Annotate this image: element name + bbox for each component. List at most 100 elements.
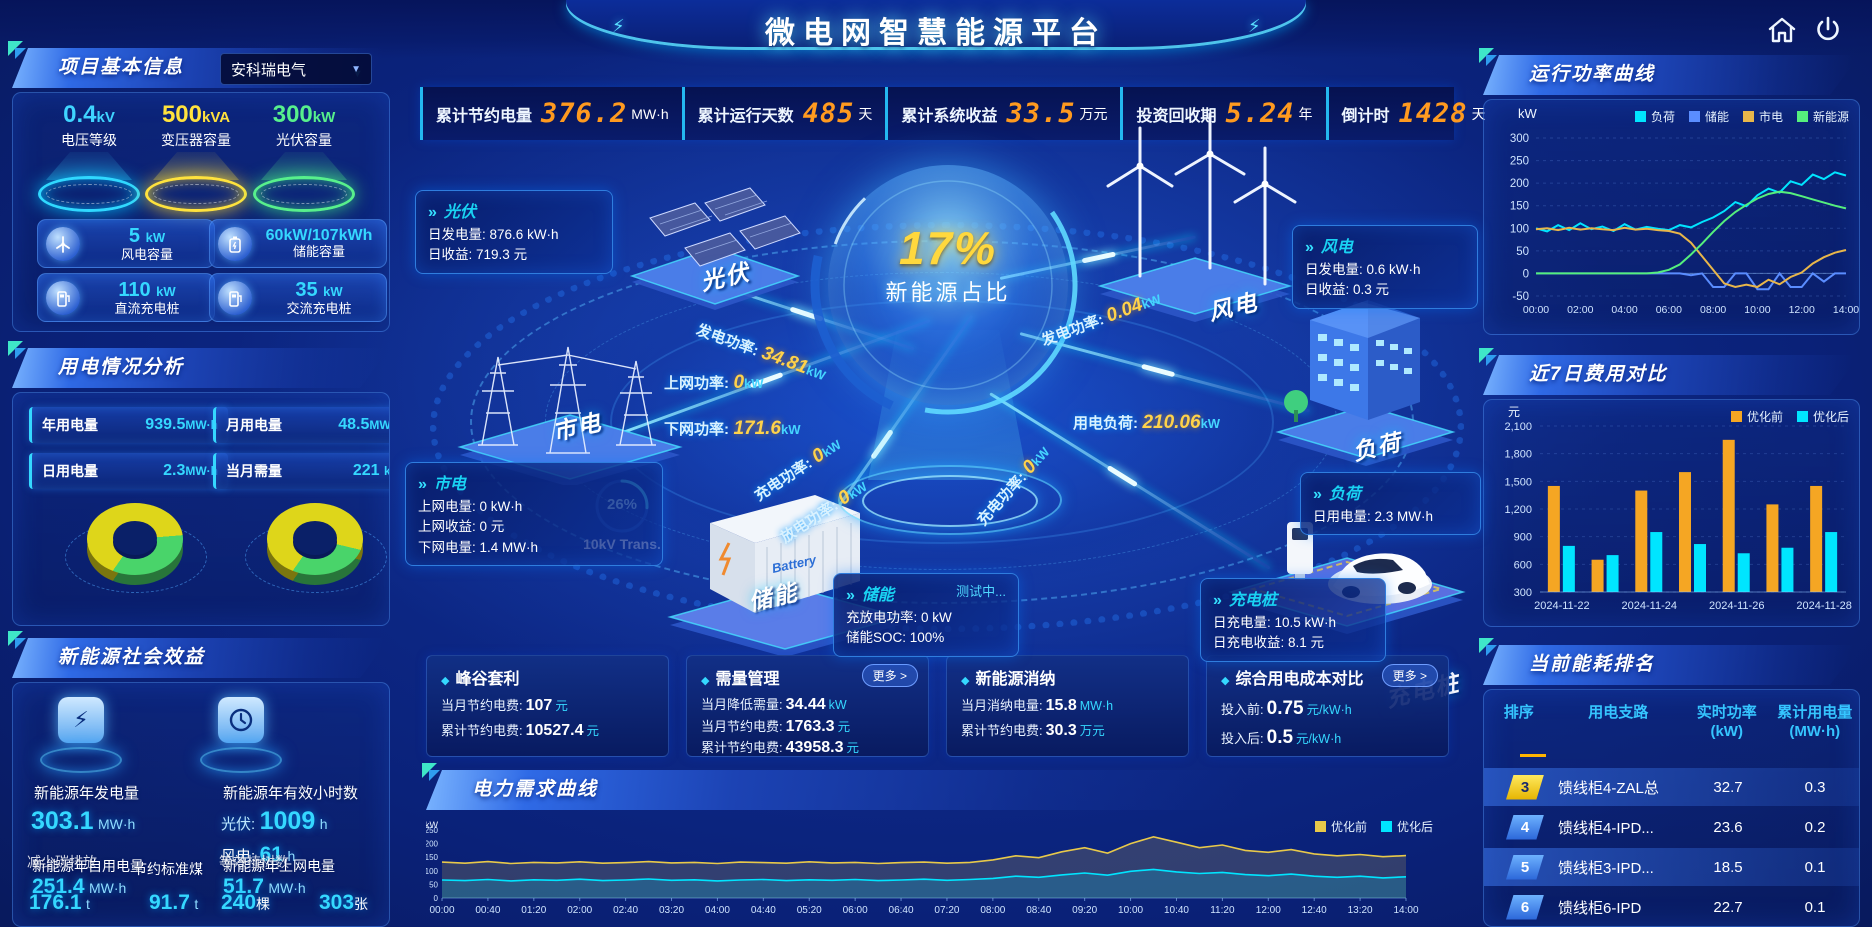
pv-capacity-stat: 300kW 光伏容量	[250, 101, 358, 212]
sphere-arcs	[810, 147, 1086, 423]
chevron-right-icon: »	[428, 204, 437, 221]
legend-item[interactable]: 优化后	[1380, 818, 1433, 835]
home-icon[interactable]	[1766, 14, 1798, 46]
wind-turbine-icon	[46, 226, 80, 261]
year-usage-stat: 年用电量 939.5MW·h	[29, 407, 228, 443]
svg-text:03:20: 03:20	[659, 905, 684, 916]
legend-item[interactable]: 优化后	[1796, 408, 1849, 425]
legend-item[interactable]: 市电	[1742, 108, 1783, 125]
svg-text:06:00: 06:00	[1656, 304, 1682, 316]
svg-text:100: 100	[426, 867, 439, 876]
svg-text:05:20: 05:20	[797, 905, 822, 916]
svg-text:1,800: 1,800	[1504, 449, 1532, 461]
svg-text:13:20: 13:20	[1348, 905, 1373, 916]
kpi-system-income: 累计系统收益 33.5 万元	[885, 87, 1120, 140]
kpi-running-days: 累计运行天数 485 天	[681, 87, 886, 140]
legend-item[interactable]: 新能源	[1796, 108, 1849, 125]
svg-text:300: 300	[1514, 587, 1532, 599]
panel-usage-analysis: 用电情况分析 年用电量 939.5MW·h 月用电量 48.5MW·h 日用电量…	[8, 341, 390, 626]
svg-text:1,200: 1,200	[1504, 504, 1532, 516]
renewable-share-sphere: 17% 新能源占比	[828, 165, 1068, 405]
panel-social-benefit: 新能源社会效益 ⚡ 新能源年发电量 303.1 MW·h 新能源年有效小时数 光…	[8, 631, 390, 927]
realtime-power: 32.7	[1713, 778, 1743, 796]
chevron-right-icon: »	[1213, 592, 1222, 609]
benefit-value: 91.7 t	[149, 891, 199, 914]
panel-header: 近7日费用对比	[1483, 355, 1860, 395]
battery-icon	[218, 226, 252, 261]
total-energy: 0.2	[1804, 818, 1826, 836]
svg-text:0: 0	[434, 894, 439, 903]
diamond-icon: ◆	[961, 675, 970, 687]
svg-text:150: 150	[426, 853, 439, 862]
glow-ring	[38, 176, 140, 212]
renewable-share-value: 17%	[898, 222, 998, 274]
branch-name: 馈线柜4-ZAL总	[1558, 779, 1659, 797]
svg-text:08:40: 08:40	[1026, 905, 1051, 916]
table-row[interactable]: 6 馈线柜6-IPD 22.7 0.1	[1484, 888, 1859, 926]
benefit-value: 303.1 MW·h	[31, 807, 136, 835]
svg-text:50: 50	[1516, 246, 1529, 258]
table-row[interactable]: 5 馈线柜3-IPD... 18.5 0.1	[1484, 848, 1859, 886]
glow-ring	[145, 176, 247, 212]
svg-text:14:00: 14:00	[1393, 905, 1418, 916]
ac-charger-tile: 35 kW 交流充电桩	[209, 273, 387, 322]
rank-badge: 5	[1506, 854, 1544, 880]
load-island	[1275, 300, 1456, 466]
svg-text:100: 100	[1510, 223, 1529, 235]
benefit-label: 节约标准煤	[133, 861, 203, 877]
svg-text:00:00: 00:00	[1523, 304, 1549, 316]
cost-chart-legend: 优化前 优化后	[1730, 408, 1849, 425]
clock-icon	[218, 697, 264, 743]
table-header: 排序 用电支路 实时功率 (kW) 累计用电量 (MW·h)	[1503, 704, 1853, 740]
month-demand-stat: 当月需量 221 kW	[213, 453, 389, 489]
table-row[interactable]: 3 馈线柜4-ZAL总 32.7 0.3	[1484, 768, 1859, 806]
diamond-icon: ◆	[701, 675, 710, 687]
more-button[interactable]: 更多 >	[1381, 664, 1438, 687]
grid-info-box: » 市电 上网电量: 0 kW·h 上网收益: 0 元 下网电量: 1.4 MW·…	[405, 462, 663, 566]
charger-info-box: » 充电桩 日充电量: 10.5 kW·h 日充电收益: 8.1 元	[1200, 578, 1386, 662]
legend-item[interactable]: 优化前	[1314, 818, 1367, 835]
power-chart-legend: 负荷 储能 市电 新能源	[1634, 108, 1849, 125]
charger-icon	[46, 280, 80, 315]
more-button[interactable]: 更多 >	[861, 664, 918, 687]
diamond-icon: ◆	[1221, 675, 1230, 687]
svg-text:02:00: 02:00	[567, 905, 592, 916]
wind-info-box: » 风电 日发电量: 0.6 kW·h 日收益: 0.3 元	[1292, 225, 1478, 309]
storage-info-box: » 储能 测试中... 充放电功率: 0 kW 储能SOC: 100%	[833, 573, 1019, 657]
dc-charger-tile: 110 kW 直流充电桩	[37, 273, 215, 322]
chevron-down-icon: ▼	[351, 63, 361, 75]
benefit-label: 新能源年上网电量	[223, 858, 335, 874]
kpi-countdown: 倒计时 1428 天	[1325, 87, 1499, 140]
panel-corner-icon	[8, 41, 34, 67]
svg-text:10:40: 10:40	[1164, 905, 1189, 916]
legend-item[interactable]: 优化前	[1730, 408, 1783, 425]
branch-name: 馈线柜6-IPD	[1558, 899, 1642, 917]
svg-text:01:20: 01:20	[521, 905, 546, 916]
svg-text:12:00: 12:00	[1256, 905, 1281, 916]
flow-grid-draw: 下网功率: 171.6kW	[664, 418, 801, 439]
power-icon[interactable]	[1812, 14, 1844, 46]
svg-text:04:00: 04:00	[705, 905, 730, 916]
table-row[interactable]: 4 馈线柜4-IPD... 23.6 0.2	[1484, 808, 1859, 846]
legend-item[interactable]: 储能	[1688, 108, 1729, 125]
panel-corner-icon	[1479, 48, 1505, 74]
svg-text:07:20: 07:20	[934, 905, 959, 916]
chevron-right-icon: »	[1313, 486, 1322, 503]
card-demand-management: ◆ 需量管理 更多 > 当月降低需量: 34.44 kW 当月节约电费: 1763.3 元…	[686, 655, 929, 757]
load-info-box: » 负荷 日用电量: 2.3 MW·h	[1300, 472, 1481, 536]
svg-text:250: 250	[1510, 156, 1529, 168]
transformer-capacity-stat: 500kVA 变压器容量	[142, 101, 250, 212]
chevron-right-icon: »	[846, 587, 855, 604]
svg-text:02:40: 02:40	[613, 905, 638, 916]
branch-name: 馈线柜3-IPD...	[1558, 859, 1654, 877]
legend-item[interactable]: 负荷	[1634, 108, 1675, 125]
lightning-icon: ⚡	[612, 16, 628, 36]
rank-badge: 6	[1506, 894, 1544, 920]
company-dropdown[interactable]: 安科瑞电气 ▼	[220, 53, 372, 85]
flow-feed-in: 上网功率: 0kW	[664, 372, 764, 393]
benefit-value: 303张	[319, 891, 369, 914]
panel-power-curve: 运行功率曲线 负荷 储能 市电 新能源 kW 300 250 200 150 100 50 0 -50…	[1479, 48, 1860, 335]
